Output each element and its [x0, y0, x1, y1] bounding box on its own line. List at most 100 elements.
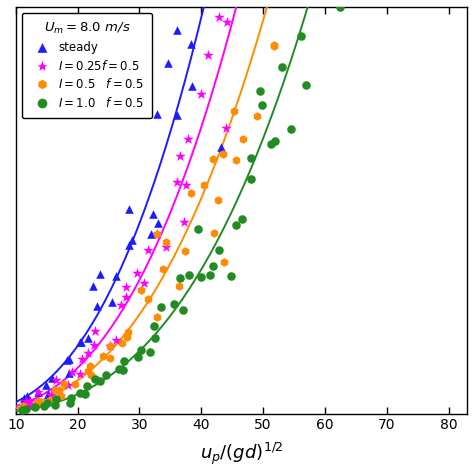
Point: [159, 265, 167, 273]
Point: [222, 124, 229, 132]
Point: [115, 365, 123, 373]
Point: [125, 205, 133, 212]
Point: [77, 390, 84, 397]
Point: [164, 59, 172, 67]
Point: [188, 189, 195, 197]
Point: [153, 110, 161, 118]
Point: [251, 0, 258, 6]
Point: [179, 306, 186, 314]
Point: [128, 236, 136, 244]
Point: [112, 337, 120, 344]
Point: [303, 81, 310, 89]
Point: [48, 374, 55, 382]
Point: [122, 283, 130, 291]
Point: [137, 346, 145, 354]
Point: [137, 286, 145, 294]
Point: [150, 322, 158, 329]
Point: [187, 40, 194, 47]
Point: [153, 313, 161, 320]
Point: [215, 196, 222, 204]
Point: [33, 399, 40, 407]
Point: [96, 377, 104, 385]
Point: [134, 269, 141, 277]
Point: [185, 135, 192, 143]
Point: [176, 153, 183, 160]
Point: [173, 178, 181, 185]
Point: [256, 87, 264, 95]
Point: [91, 341, 98, 349]
Point: [76, 370, 84, 378]
Point: [19, 402, 27, 410]
Point: [106, 343, 114, 350]
Point: [232, 221, 240, 228]
Point: [89, 282, 97, 290]
Point: [93, 302, 101, 310]
Point: [76, 338, 84, 346]
Legend: steady, $I = 0.25 f = 0.5$, $I = 0.5$   $f = 0.5$, $I = 1.0$   $f = 0.5$: steady, $I = 0.25 f = 0.5$, $I = 0.5$ $f…: [22, 13, 153, 118]
Point: [176, 274, 183, 282]
Point: [107, 354, 114, 361]
Point: [34, 388, 42, 395]
Point: [298, 32, 305, 40]
Point: [120, 357, 128, 365]
Point: [22, 405, 30, 413]
Point: [67, 394, 74, 401]
Point: [47, 391, 55, 399]
Point: [36, 397, 43, 405]
Point: [108, 298, 116, 305]
Point: [224, 18, 231, 26]
Point: [173, 111, 181, 118]
Point: [238, 215, 246, 223]
Point: [65, 369, 73, 377]
Point: [154, 230, 161, 237]
Point: [134, 353, 141, 361]
Point: [228, 273, 235, 280]
Point: [287, 125, 294, 133]
Point: [53, 376, 60, 384]
Point: [204, 51, 211, 59]
Point: [170, 300, 178, 308]
Point: [215, 13, 223, 20]
Point: [231, 107, 238, 115]
Point: [337, 3, 344, 10]
Point: [43, 400, 51, 407]
Point: [82, 390, 89, 398]
Point: [200, 181, 208, 189]
Point: [267, 140, 274, 148]
Point: [154, 230, 161, 238]
Point: [22, 397, 29, 405]
X-axis label: $u_p/(gd)^{1/2}$: $u_p/(gd)^{1/2}$: [200, 441, 283, 467]
Point: [34, 389, 41, 396]
Point: [52, 396, 59, 403]
Point: [26, 402, 33, 410]
Point: [112, 273, 119, 280]
Point: [219, 150, 227, 158]
Point: [254, 112, 261, 120]
Point: [209, 155, 217, 163]
Point: [20, 394, 28, 402]
Point: [182, 247, 189, 255]
Point: [182, 181, 189, 189]
Point: [27, 397, 34, 405]
Point: [173, 27, 181, 34]
Point: [100, 352, 107, 359]
Point: [117, 301, 125, 309]
Point: [210, 229, 218, 237]
Point: [46, 396, 54, 403]
Point: [194, 225, 202, 232]
Point: [175, 283, 183, 290]
Point: [271, 137, 279, 145]
Point: [180, 219, 188, 226]
Point: [51, 386, 59, 394]
Point: [60, 380, 68, 388]
Point: [57, 392, 65, 400]
Point: [162, 244, 170, 251]
Point: [31, 403, 39, 411]
Point: [145, 296, 152, 303]
Point: [125, 241, 132, 248]
Point: [247, 175, 255, 183]
Point: [83, 383, 91, 390]
Point: [51, 401, 58, 409]
Point: [72, 380, 79, 387]
Point: [258, 101, 265, 109]
